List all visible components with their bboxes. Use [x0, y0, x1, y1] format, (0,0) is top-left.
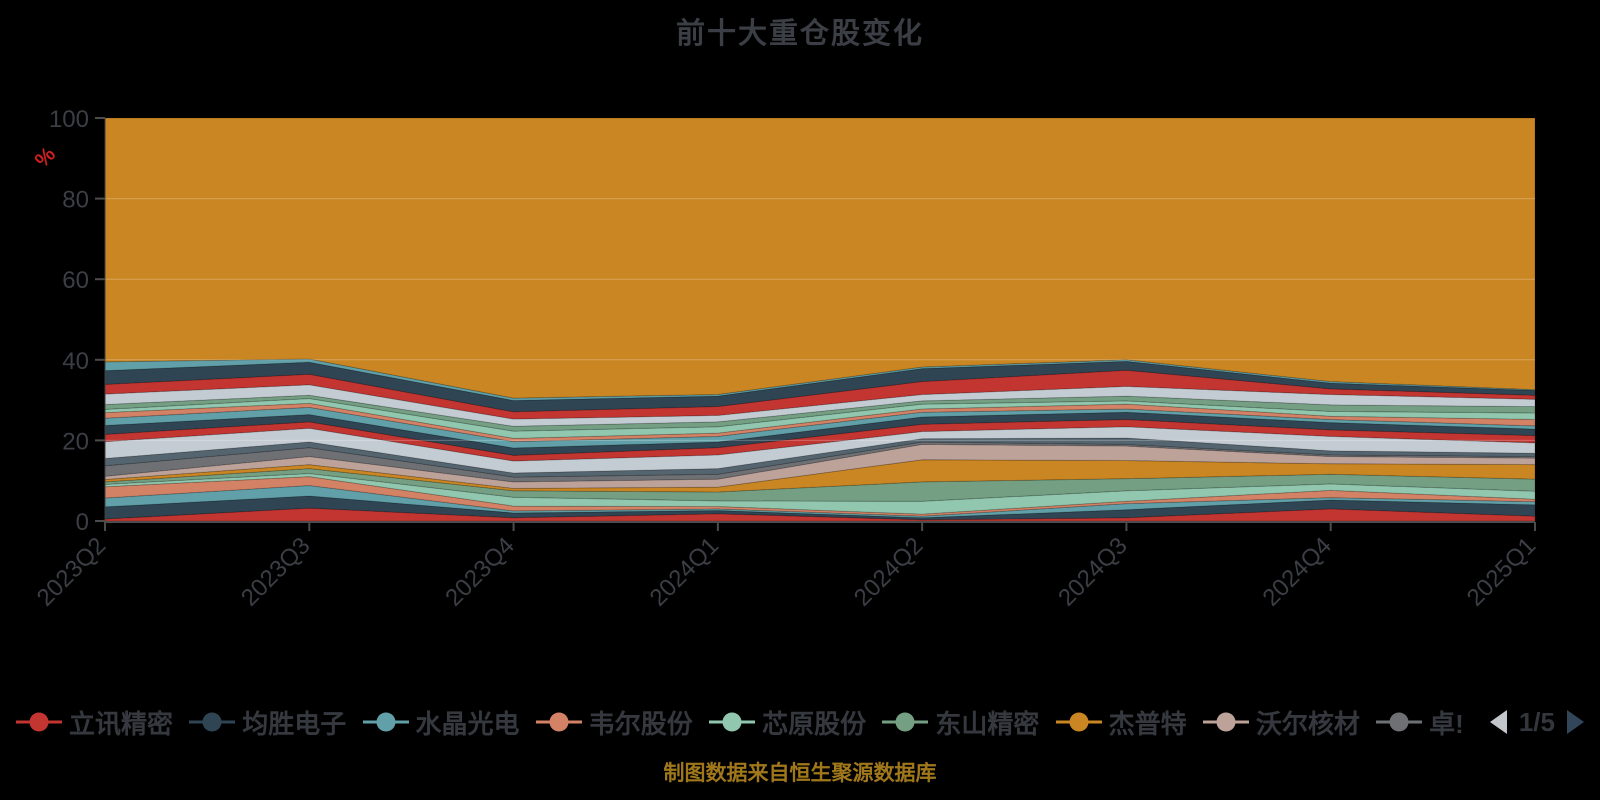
legend-pager: 1/5 — [1489, 706, 1584, 738]
legend-item-水晶光电[interactable]: 水晶光电 — [362, 704, 520, 741]
y-axis-label: 60 — [62, 267, 89, 294]
legend-line-circle-icon — [362, 712, 409, 732]
x-axis-label: 2024Q1 — [645, 532, 724, 611]
legend-item-韦尔股份[interactable]: 韦尔股份 — [535, 704, 693, 741]
footer-note: 制图数据来自恒生聚源数据库 — [663, 762, 937, 785]
area-卓! — [104, 441, 1536, 483]
x-axis-label: 2023Q2 — [32, 532, 111, 611]
legend-item-东山精密[interactable]: 东山精密 — [882, 704, 1039, 741]
legend-items: 立讯精密 均胜电子 水晶光电 韦尔股份 芯原股份 东山精密 杰普特 沃尔核材 卓! — [16, 704, 1464, 741]
legend-label: 均胜电子 — [242, 708, 347, 739]
legend-pager-text: 1/5 — [1518, 706, 1555, 737]
area-均胜电子 — [104, 495, 1536, 521]
legend-label: 东山精密 — [935, 708, 1040, 739]
y-axis-label: 0 — [76, 509, 89, 536]
x-axis-label: 2023Q4 — [440, 532, 519, 611]
legend-next-icon[interactable] — [1567, 710, 1584, 734]
legend-label: 韦尔股份 — [588, 708, 693, 739]
legend-item-均胜电子[interactable]: 均胜电子 — [189, 704, 346, 741]
legend-prev-icon[interactable] — [1489, 710, 1507, 734]
area-series-22 — [104, 117, 1536, 399]
legend-item-立讯精密[interactable]: 立讯精密 — [16, 704, 173, 741]
legend-line-circle-icon — [1202, 712, 1249, 732]
area-水晶光电 — [104, 485, 1536, 519]
x-axis-label: 2024Q4 — [1257, 532, 1336, 611]
y-axis-unit: % — [31, 142, 61, 172]
chart-title: 前十大重仓股变化 — [675, 18, 924, 50]
area-沃尔核材 — [104, 443, 1536, 489]
y-axis-label: 100 — [49, 106, 89, 133]
x-axis-label: 2025Q1 — [1462, 532, 1541, 611]
area-series-14 — [104, 406, 1536, 449]
legend-item-杰普特[interactable]: 杰普特 — [1055, 704, 1187, 741]
legend-line-circle-icon — [1055, 712, 1102, 732]
area-series-20 — [104, 360, 1536, 413]
legend-line-circle-icon — [882, 712, 929, 732]
legend-line-circle-icon — [535, 712, 582, 732]
legend-line-circle-icon — [1376, 712, 1423, 732]
legend-line-circle-icon — [189, 712, 236, 732]
legend-label: 立讯精密 — [69, 708, 174, 739]
area-series-11 — [104, 426, 1536, 474]
area-series-15 — [104, 402, 1536, 443]
legend-label: 杰普特 — [1108, 708, 1187, 739]
y-axis-label: 20 — [62, 428, 89, 455]
x-axis-label: 2024Q2 — [849, 532, 928, 611]
x-axis-label: 2024Q3 — [1053, 532, 1132, 611]
legend-item-芯原股份[interactable]: 芯原股份 — [709, 704, 866, 741]
legend-label: 水晶光电 — [415, 708, 520, 739]
legend-line-circle-icon — [16, 712, 62, 732]
legend: 立讯精密 均胜电子 水晶光电 韦尔股份 芯原股份 东山精密 杰普特 沃尔核材 卓! 1/5 — [16, 700, 1584, 744]
legend-line-circle-icon — [709, 712, 756, 732]
area-series-19 — [104, 369, 1536, 420]
y-axis-label: 40 — [62, 348, 89, 375]
legend-label: 芯原股份 — [762, 708, 867, 739]
x-axis-label: 2023Q3 — [236, 532, 315, 611]
legend-item-沃尔核材[interactable]: 沃尔核材 — [1202, 704, 1360, 741]
y-axis-label: 80 — [62, 187, 89, 214]
legend-label: 沃尔核材 — [1255, 708, 1360, 739]
legend-item-卓![interactable]: 卓! — [1376, 704, 1464, 741]
area-series-13 — [104, 411, 1536, 456]
legend-label: 卓! — [1429, 708, 1464, 739]
area-series-12 — [104, 418, 1536, 462]
